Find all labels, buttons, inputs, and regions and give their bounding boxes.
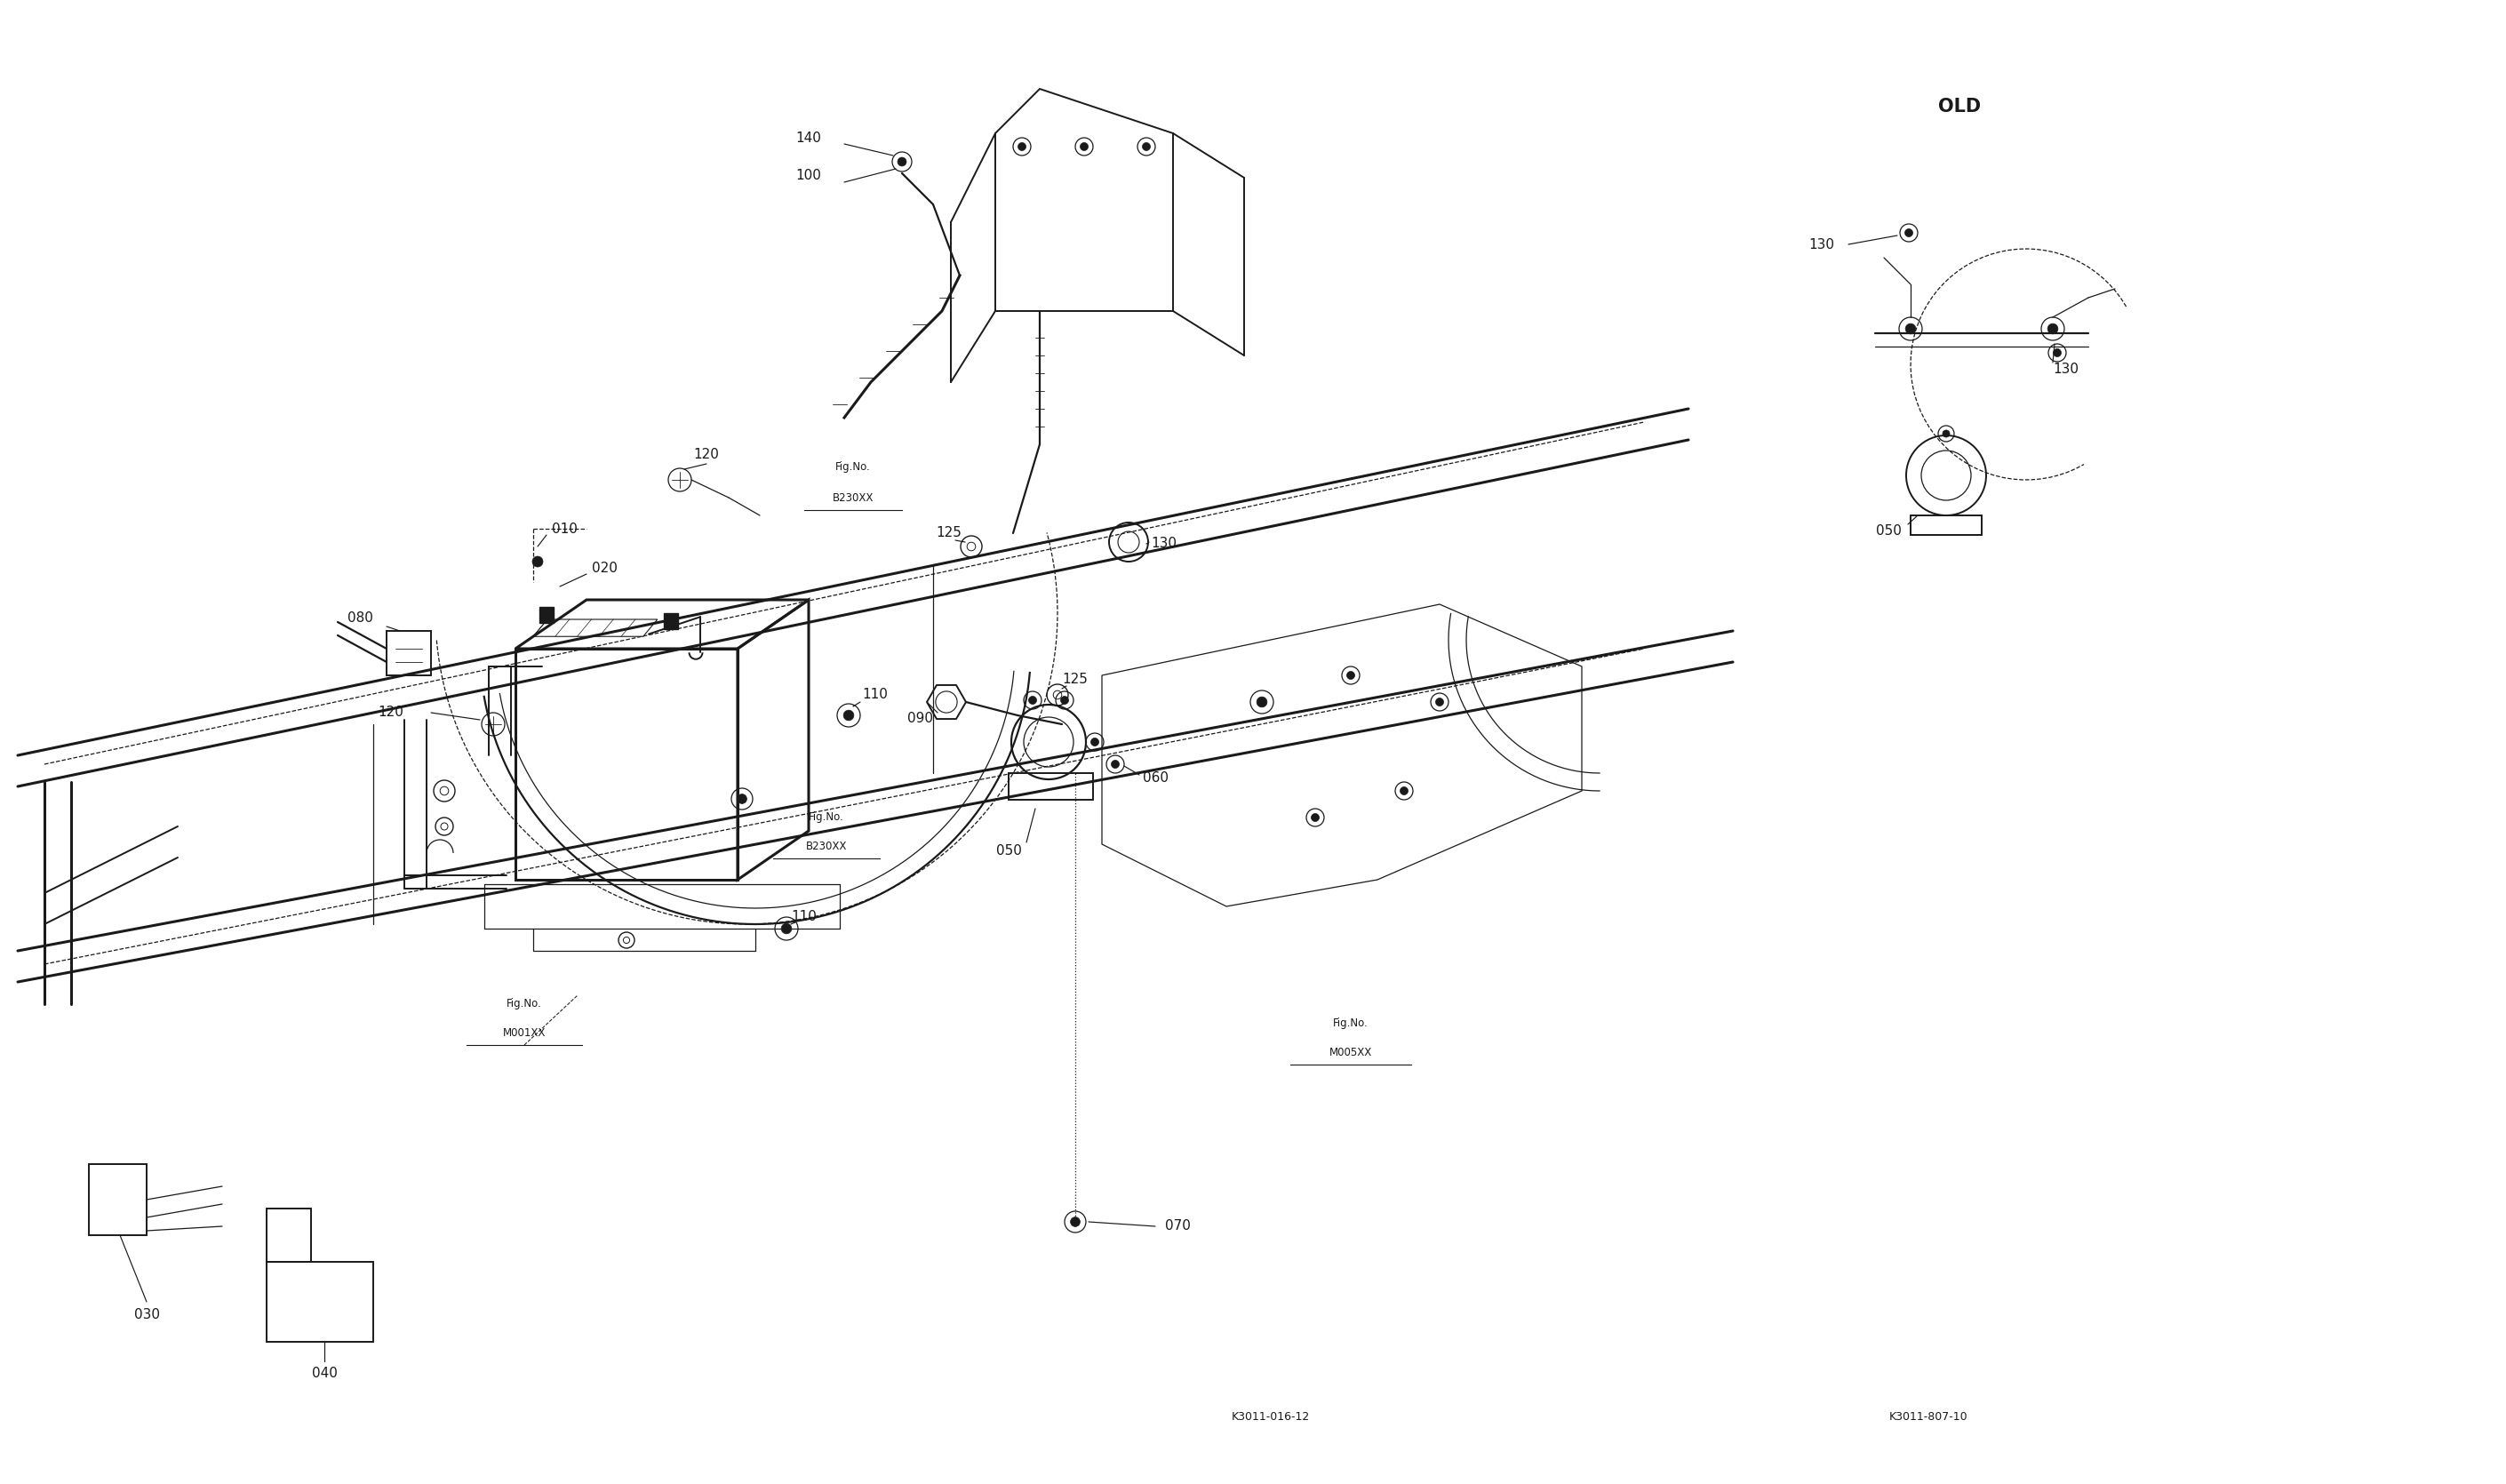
Text: B230XX: B230XX — [807, 840, 847, 852]
Text: 070: 070 — [1165, 1220, 1190, 1233]
Circle shape — [1256, 697, 1268, 708]
Circle shape — [1905, 324, 1915, 334]
Text: 125: 125 — [1063, 674, 1088, 687]
Circle shape — [1905, 229, 1912, 237]
Circle shape — [1060, 696, 1068, 705]
Text: 120: 120 — [378, 706, 403, 720]
Text: 090: 090 — [907, 711, 932, 724]
Circle shape — [1436, 697, 1443, 706]
Circle shape — [1401, 787, 1408, 795]
Circle shape — [1143, 142, 1150, 150]
Text: OLD: OLD — [1937, 98, 1980, 116]
Circle shape — [845, 711, 855, 721]
Text: 120: 120 — [694, 448, 719, 462]
Circle shape — [1942, 430, 1950, 438]
Circle shape — [897, 157, 907, 166]
Circle shape — [2047, 324, 2057, 334]
Text: Fig.No.: Fig.No. — [1333, 1018, 1368, 1030]
Text: M001XX: M001XX — [504, 1027, 546, 1039]
Text: Fig.No.: Fig.No. — [834, 460, 870, 472]
Circle shape — [1070, 1217, 1080, 1227]
Text: 030: 030 — [133, 1309, 160, 1322]
Text: 050: 050 — [1874, 525, 1902, 539]
Bar — [664, 613, 679, 629]
Text: 040: 040 — [311, 1367, 338, 1380]
Text: 020: 020 — [591, 562, 616, 576]
Circle shape — [531, 556, 544, 567]
Text: 060: 060 — [1143, 770, 1168, 784]
Bar — [539, 607, 554, 623]
Text: 130: 130 — [1809, 237, 1834, 251]
Circle shape — [1311, 813, 1318, 822]
Circle shape — [782, 923, 792, 933]
Circle shape — [1017, 142, 1025, 150]
Text: 080: 080 — [346, 611, 373, 625]
Text: Fig.No.: Fig.No. — [809, 812, 845, 824]
Circle shape — [1110, 760, 1120, 769]
Text: 140: 140 — [797, 131, 822, 144]
Circle shape — [1027, 696, 1037, 705]
Circle shape — [1080, 142, 1088, 150]
Circle shape — [1090, 738, 1098, 746]
Text: 110: 110 — [792, 910, 817, 923]
Text: 130: 130 — [1150, 537, 1178, 551]
Text: 110: 110 — [862, 689, 887, 702]
Text: 010: 010 — [551, 522, 576, 536]
Text: B230XX: B230XX — [832, 491, 875, 503]
Circle shape — [737, 794, 747, 804]
Text: 050: 050 — [995, 844, 1022, 858]
Circle shape — [1346, 671, 1356, 680]
Text: M005XX: M005XX — [1328, 1046, 1373, 1058]
Text: Fig.No.: Fig.No. — [506, 999, 541, 1011]
Text: K3011-016-12: K3011-016-12 — [1230, 1411, 1311, 1423]
Text: 100: 100 — [797, 169, 822, 183]
Bar — [386, 631, 431, 675]
Text: 125: 125 — [937, 527, 962, 540]
Circle shape — [2052, 349, 2062, 356]
Text: 130: 130 — [2052, 362, 2080, 375]
Text: K3011-807-10: K3011-807-10 — [1890, 1411, 1967, 1423]
